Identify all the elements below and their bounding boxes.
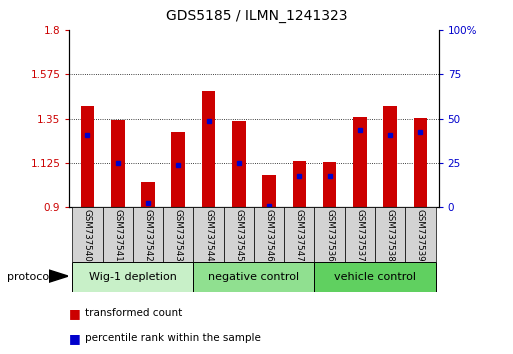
Bar <box>202 91 215 207</box>
Bar <box>171 132 185 207</box>
Bar <box>292 161 306 207</box>
Bar <box>284 207 314 262</box>
Bar <box>224 207 254 262</box>
Text: vehicle control: vehicle control <box>334 272 416 282</box>
Text: GSM737545: GSM737545 <box>234 209 243 262</box>
Text: GSM737536: GSM737536 <box>325 209 334 262</box>
Text: GSM737537: GSM737537 <box>356 209 364 262</box>
Text: protocol: protocol <box>7 272 52 282</box>
Text: GSM737543: GSM737543 <box>174 209 183 262</box>
Text: ■: ■ <box>69 307 81 320</box>
Text: GSM737546: GSM737546 <box>265 209 273 262</box>
Text: GSM737539: GSM737539 <box>416 209 425 261</box>
Bar <box>323 162 337 207</box>
Bar <box>81 106 94 207</box>
Bar <box>353 116 367 207</box>
Text: GDS5185 / ILMN_1241323: GDS5185 / ILMN_1241323 <box>166 9 347 23</box>
Bar <box>193 207 224 262</box>
Text: GSM737540: GSM737540 <box>83 209 92 262</box>
Text: GSM737544: GSM737544 <box>204 209 213 262</box>
Bar <box>193 262 314 292</box>
Bar <box>314 262 436 292</box>
Text: GSM737538: GSM737538 <box>386 209 394 262</box>
Text: Wig-1 depletion: Wig-1 depletion <box>89 272 177 282</box>
Bar <box>413 118 427 207</box>
Bar <box>103 207 133 262</box>
Bar <box>375 207 405 262</box>
Polygon shape <box>49 270 68 282</box>
Bar <box>383 106 397 207</box>
Text: GSM737541: GSM737541 <box>113 209 122 262</box>
Bar <box>72 262 193 292</box>
Bar <box>314 207 345 262</box>
Bar <box>111 120 125 207</box>
Text: negative control: negative control <box>208 272 300 282</box>
Bar <box>133 207 163 262</box>
Bar <box>141 182 155 207</box>
Text: GSM737542: GSM737542 <box>144 209 152 262</box>
Bar <box>262 175 276 207</box>
Text: GSM737547: GSM737547 <box>295 209 304 262</box>
Text: percentile rank within the sample: percentile rank within the sample <box>85 333 261 343</box>
Bar <box>72 207 103 262</box>
Text: ■: ■ <box>69 332 81 344</box>
Bar <box>405 207 436 262</box>
Bar <box>232 121 246 207</box>
Text: transformed count: transformed count <box>85 308 182 318</box>
Bar <box>345 207 375 262</box>
Bar <box>163 207 193 262</box>
Bar <box>254 207 284 262</box>
